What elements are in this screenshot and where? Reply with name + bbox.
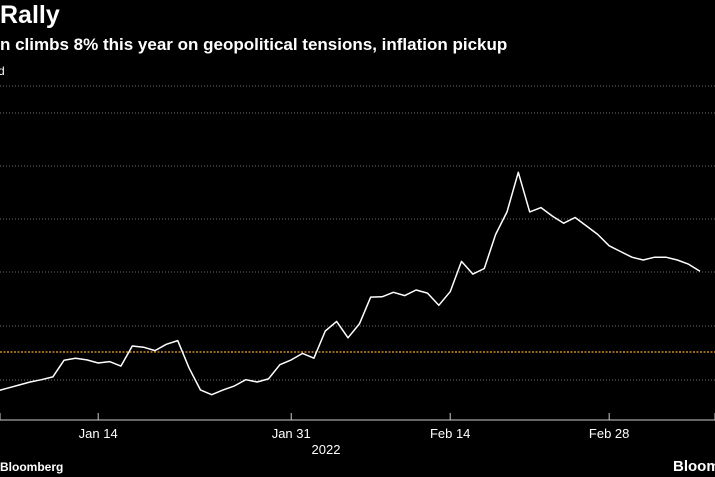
y-axis-unit-label: d (0, 64, 5, 78)
x-tick-label: Jan 14 (79, 426, 118, 441)
chart-title: Rally (0, 1, 60, 29)
x-axis: Jan 14 Jan 31 Feb 14 Feb 28 2022 (0, 413, 715, 457)
x-tick-label: Jan 31 (272, 426, 311, 441)
gridlines (0, 85, 715, 381)
bloomberg-logo: Bloom (673, 458, 715, 475)
chart-subtitle: n climbs 8% this year on geopolitical te… (0, 35, 508, 54)
x-year-label: 2022 (312, 442, 341, 457)
x-tick-label: Feb 14 (430, 426, 470, 441)
x-tick-label: Feb 28 (589, 426, 629, 441)
source-label: Bloomberg (0, 460, 64, 474)
series-line (0, 171, 701, 396)
